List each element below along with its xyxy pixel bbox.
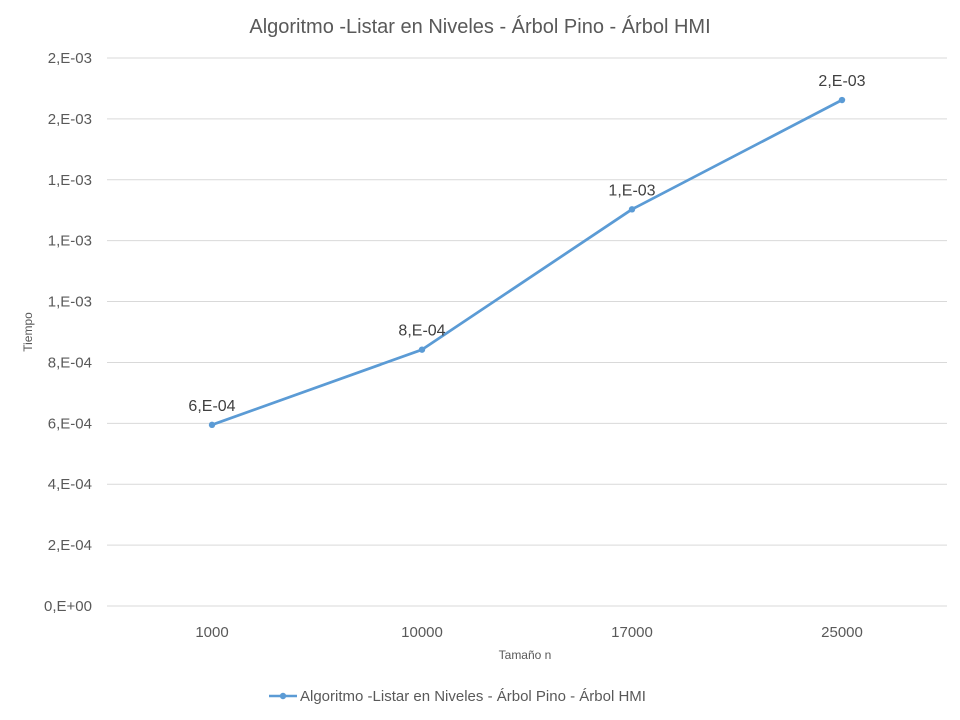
legend: Algoritmo -Listar en Niveles - Árbol Pin…	[269, 688, 646, 705]
y-tick-label: 1,E-03	[48, 172, 92, 189]
y-tick-label: 1,E-03	[48, 233, 92, 250]
y-tick-label: 1,E-03	[48, 294, 92, 311]
y-tick-label: 2,E-04	[48, 537, 92, 554]
x-tick-label: 17000	[611, 624, 653, 641]
data-label: 2,E-03	[818, 73, 865, 90]
y-axis-title: Tiempo	[21, 312, 35, 352]
legend-label: Algoritmo -Listar en Niveles - Árbol Pin…	[300, 688, 646, 705]
data-point	[418, 346, 426, 353]
x-tick-label: 25000	[821, 624, 863, 641]
data-point	[838, 96, 846, 104]
data-labels: 6,E-04 8,E-04 1,E-03 2,E-03	[188, 73, 865, 415]
data-point	[208, 421, 216, 429]
legend-point-marker	[279, 692, 287, 700]
x-axis-ticks: 1000 10000 17000 25000	[195, 624, 863, 641]
x-axis-title: Tamaño n	[499, 648, 552, 662]
y-tick-label: 2,E-03	[48, 111, 92, 128]
gridlines	[107, 57, 947, 607]
y-tick-label: 6,E-04	[48, 415, 92, 432]
series-group	[208, 96, 846, 429]
data-point	[628, 206, 636, 213]
y-tick-label: 8,E-04	[48, 354, 92, 371]
data-label: 6,E-04	[188, 398, 235, 415]
data-label: 8,E-04	[398, 323, 445, 340]
chart-title: Algoritmo -Listar en Niveles - Árbol Pin…	[249, 15, 710, 38]
x-tick-label: 10000	[401, 624, 443, 641]
y-tick-label: 4,E-04	[48, 476, 92, 493]
data-label: 1,E-03	[608, 182, 655, 199]
series-line	[210, 98, 844, 427]
y-tick-label: 2,E-03	[48, 50, 92, 67]
x-tick-label: 1000	[195, 624, 228, 641]
y-axis-ticks: 0,E+00 2,E-04 4,E-04 6,E-04 8,E-04 1,E-03 1,E-…	[44, 50, 92, 615]
y-tick-label: 0,E+00	[44, 598, 92, 615]
